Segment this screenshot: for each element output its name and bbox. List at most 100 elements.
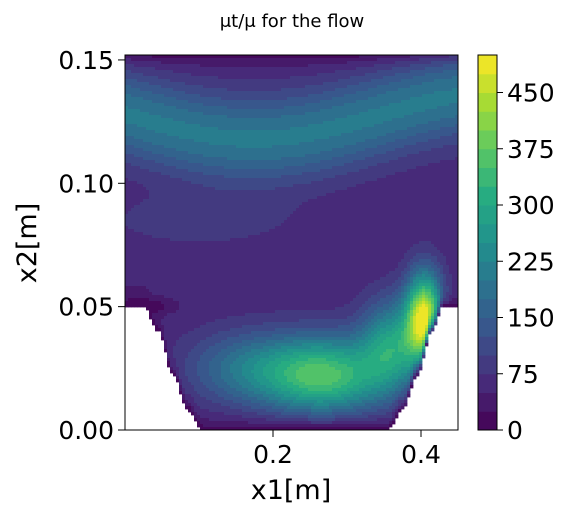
contour-cell — [446, 67, 450, 71]
contour-cell — [260, 142, 264, 146]
contour-cell — [287, 76, 291, 80]
contour-cell — [341, 64, 345, 68]
contour-cell — [371, 109, 375, 113]
contour-cell — [401, 88, 405, 92]
contour-cell — [362, 73, 366, 77]
contour-cell — [386, 121, 390, 125]
contour-cell — [194, 91, 198, 95]
contour-cell — [290, 55, 294, 59]
contour-cell — [140, 76, 144, 80]
contour-cell — [188, 130, 192, 134]
contour-cell — [440, 91, 444, 95]
contour-cell — [152, 88, 156, 92]
contour-cell — [347, 118, 351, 122]
contour-cell — [425, 115, 429, 119]
contour-cell — [266, 166, 270, 170]
contour-cell — [128, 148, 132, 152]
contour-cell — [239, 100, 243, 104]
contour-cell — [374, 157, 378, 161]
contour-cell — [422, 136, 426, 140]
contour-cell — [158, 124, 162, 128]
contour-cell — [278, 139, 282, 143]
contour-cell — [368, 166, 372, 170]
contour-cell — [212, 121, 216, 125]
contour-cell — [350, 163, 354, 167]
contour-cell — [317, 157, 321, 161]
contour-cell — [167, 97, 171, 101]
contour-cell — [272, 85, 276, 89]
contour-cell — [161, 166, 165, 170]
contour-cell — [200, 91, 204, 95]
contour-cell — [167, 109, 171, 113]
contour-cell — [209, 127, 213, 131]
contour-cell — [188, 157, 192, 161]
contour-cell — [179, 163, 183, 167]
contour-cell — [443, 163, 447, 167]
contour-cell — [299, 58, 303, 62]
contour-cell — [392, 127, 396, 131]
contour-cell — [377, 67, 381, 71]
contour-cell — [149, 58, 153, 62]
contour-cell — [365, 151, 369, 155]
contour-cell — [218, 166, 222, 170]
contour-cell — [155, 136, 159, 140]
contour-cell — [431, 61, 435, 65]
contour-cell — [326, 163, 330, 167]
contour-cell — [263, 94, 267, 98]
contour-cell — [203, 139, 207, 143]
contour-cell — [371, 115, 375, 119]
contour-cell — [230, 58, 234, 62]
contour-cell — [383, 139, 387, 143]
contour-cell — [404, 55, 408, 59]
contour-cell — [371, 82, 375, 86]
contour-cell — [209, 148, 213, 152]
contour-cell — [167, 157, 171, 161]
contour-cell — [254, 148, 258, 152]
contour-cell — [191, 61, 195, 65]
contour-cell — [434, 172, 438, 176]
contour-cell — [344, 67, 348, 71]
contour-cell — [410, 127, 414, 131]
contour-cell — [341, 127, 345, 131]
contour-cell — [332, 94, 336, 98]
contour-cell — [194, 187, 198, 191]
contour-cell — [173, 151, 177, 155]
contour-cell — [329, 187, 333, 191]
contour-cell — [167, 184, 171, 188]
contour-cell — [185, 85, 189, 89]
contour-cell — [413, 175, 417, 179]
contour-cell — [218, 154, 222, 158]
contour-cell — [242, 73, 246, 77]
contour-cell — [200, 109, 204, 113]
contour-cell — [428, 88, 432, 92]
contour-cell — [359, 112, 363, 116]
contour-cell — [284, 139, 288, 143]
contour-cell — [311, 163, 315, 167]
contour-cell — [350, 91, 354, 95]
contour-cell — [422, 88, 426, 92]
contour-cell — [236, 121, 240, 125]
contour-cell — [164, 100, 168, 104]
contour-cell — [392, 97, 396, 101]
contour-cell — [269, 121, 273, 125]
contour-cell — [125, 124, 129, 128]
contour-cell — [419, 151, 423, 155]
contour-cell — [356, 67, 360, 71]
contour-cell — [407, 166, 411, 170]
contour-cell — [434, 127, 438, 131]
contour-cell — [221, 106, 225, 110]
contour-cell — [287, 73, 291, 77]
contour-cell — [407, 169, 411, 173]
contour-cell — [353, 64, 357, 68]
contour-cell — [422, 127, 426, 131]
contour-cell — [161, 103, 165, 107]
contour-cell — [164, 163, 168, 167]
contour-cell — [365, 118, 369, 122]
contour-cell — [227, 73, 231, 77]
contour-cell — [440, 70, 444, 74]
contour-cell — [383, 127, 387, 131]
contour-cell — [326, 109, 330, 113]
contour-cell — [383, 145, 387, 149]
contour-cell — [452, 151, 456, 155]
contour-cell — [443, 166, 447, 170]
